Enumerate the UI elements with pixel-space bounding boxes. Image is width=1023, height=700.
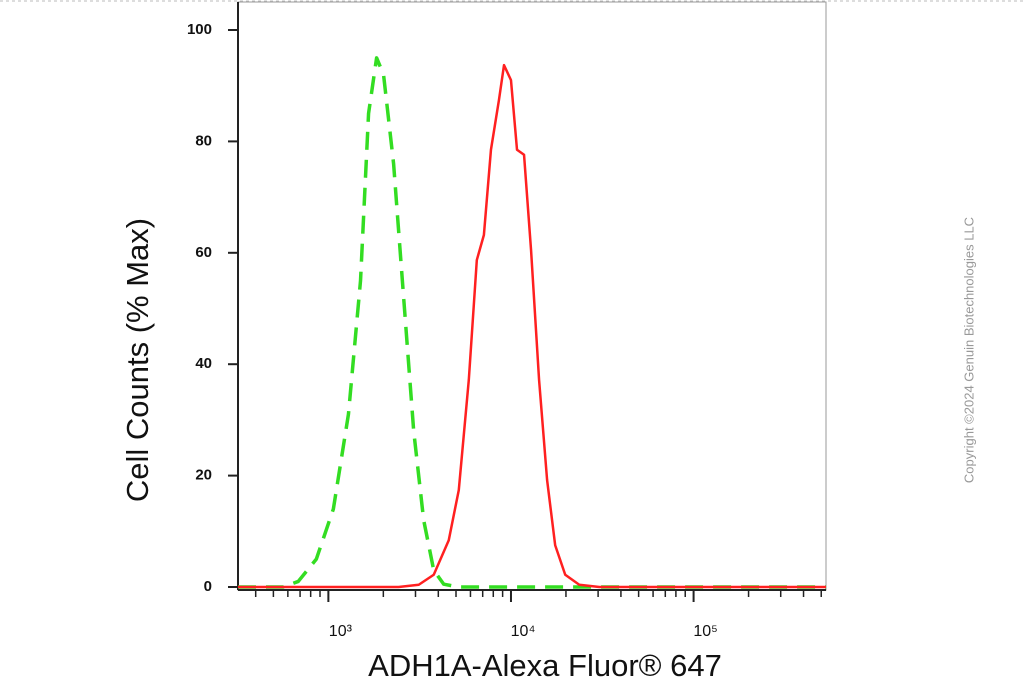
y-tick-label: 60 — [195, 244, 212, 261]
y-tick-label: 20 — [195, 467, 212, 484]
y-tick-label: 80 — [195, 132, 212, 149]
x-tick-label: 10⁵ — [693, 623, 717, 640]
x-axis-title: ADH1A-Alexa Fluor® 647 — [368, 648, 722, 683]
histogram-line — [238, 63, 826, 589]
histogram-line — [238, 56, 826, 589]
y-axis-title: Cell Counts (% Max) — [120, 218, 155, 502]
plot-frame — [237, 1, 827, 591]
y-tick-label: 0 — [204, 578, 212, 595]
y-tick-label: 100 — [187, 21, 212, 38]
y-tick-label: 40 — [195, 355, 212, 372]
x-tick-label: 10⁴ — [511, 623, 536, 640]
x-tick-label: 10³ — [329, 623, 353, 640]
watermark: Copyright ©2024 Genuin Biotechnologies L… — [961, 217, 976, 483]
